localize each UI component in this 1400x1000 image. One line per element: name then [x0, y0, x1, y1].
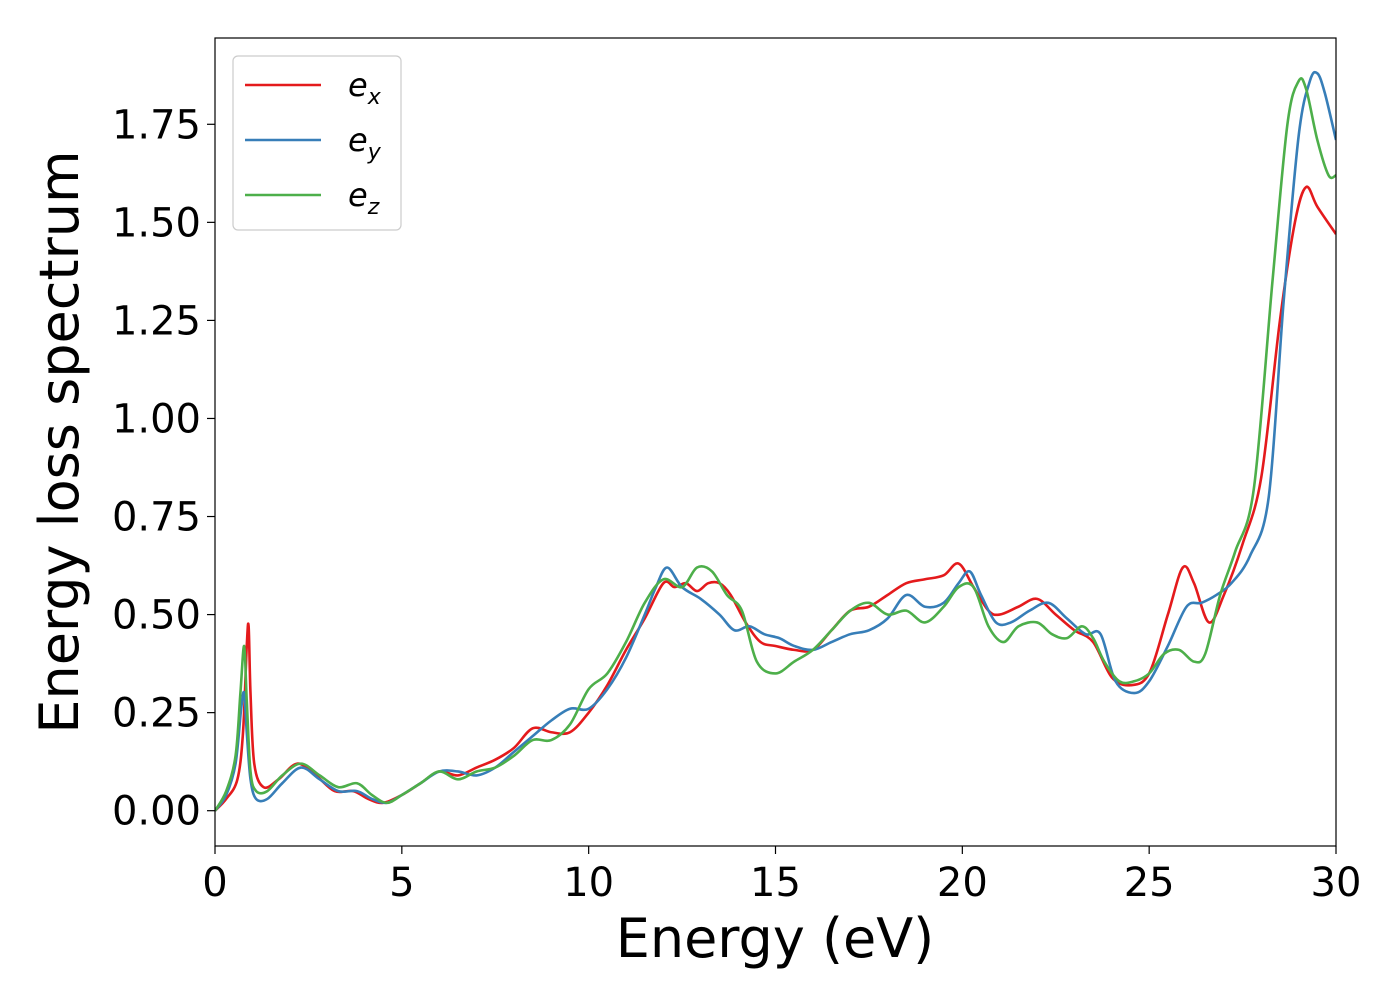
legend-box: [232, 55, 402, 231]
y-tick-label: 1.50: [112, 200, 201, 246]
y-tick-label: 1.00: [112, 396, 201, 442]
y-tick-label: 0.00: [112, 789, 201, 835]
y-tick-label: 0.75: [112, 495, 201, 541]
y-axis-title: Energy loss spectrum: [28, 150, 91, 733]
x-tick-label: 10: [563, 860, 614, 906]
series-layer: [215, 70, 1336, 812]
y-tick-label: 1.75: [112, 102, 201, 148]
y-tick-label: 0.50: [112, 593, 201, 639]
x-axis-title: Energy (eV): [616, 907, 935, 970]
legend-label-ey: ey: [348, 121, 382, 165]
x-tick-label: 0: [202, 860, 227, 906]
y-tick-label: 0.25: [112, 691, 201, 737]
legend: ex ey ez: [232, 55, 402, 231]
x-tick-label: 5: [389, 860, 414, 906]
legend-label-ex: ex: [348, 66, 382, 110]
y-axis: 0.00 0.25 0.50 0.75 1.00 1.25 1.50 1.75: [112, 102, 215, 835]
x-tick-label: 20: [937, 860, 988, 906]
series-line-ez: [215, 77, 1336, 812]
series-line-ey: [215, 70, 1336, 812]
series-line-ex: [215, 185, 1336, 812]
legend-label-ez: ez: [348, 176, 380, 220]
x-tick-label: 15: [750, 860, 801, 906]
x-axis: 0 5 10 15 20 25 30: [202, 846, 1361, 906]
x-tick-label: 25: [1124, 860, 1175, 906]
x-tick-label: 30: [1311, 860, 1362, 906]
y-tick-label: 1.25: [112, 298, 201, 344]
